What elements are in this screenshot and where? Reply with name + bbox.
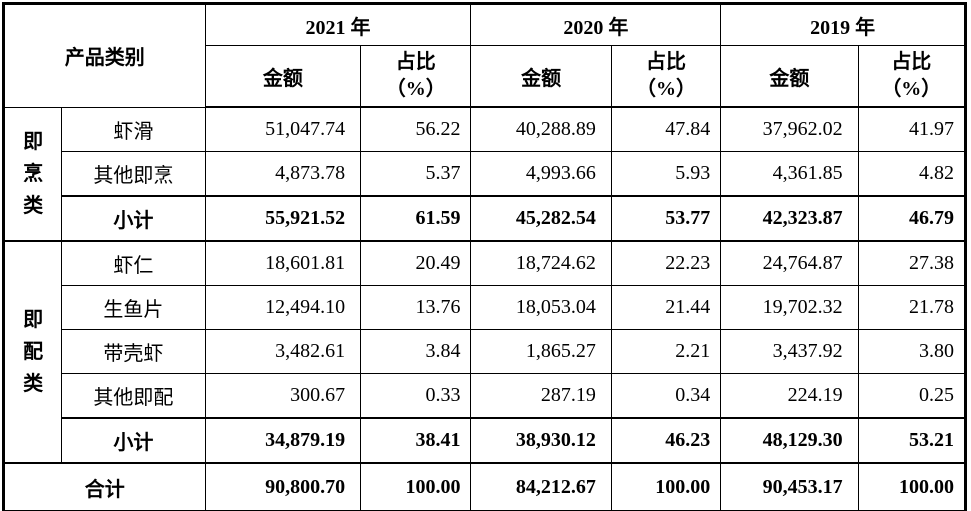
row-label-cell-total: 合计	[3, 462, 206, 511]
ratio-cell-2020: 22.23	[610, 240, 722, 286]
header-row-measures: 金额 占比 （%） 金额 占比 （%） 金额 占比 （%）	[4, 45, 967, 108]
row-label-cell: 其他即配	[61, 373, 206, 419]
amount-cell-2019: 48,129.30	[720, 417, 859, 464]
amount-cell-2019: 24,764.87	[720, 240, 859, 286]
amount-cell-2021: 3,482.61	[204, 329, 362, 374]
ratio-cell-2021: 20.49	[360, 240, 472, 286]
table-row-shelled-shrimp-meat: 即配类 虾仁 18,601.81 20.49 18,724.62 22.23 2…	[2, 240, 967, 464]
ratio-header-2021: 占比 （%）	[360, 45, 472, 108]
amount-cell-2021: 18,601.81	[204, 240, 362, 286]
amount-cell-2019: 224.19	[720, 373, 859, 419]
ratio-cell-2020: 46.23	[610, 417, 722, 464]
group-label-ready-to-cook: 即烹类	[23, 130, 44, 217]
row-label-cell: 虾滑	[61, 106, 206, 152]
table-row-other-ready-to-cook: 其他即烹 4,873.78 5.37 4,993.66 5.93 4,361.8…	[4, 151, 967, 197]
year-header-2021: 2021 年	[204, 3, 472, 46]
amount-header-2020: 金额	[470, 45, 612, 108]
ratio-cell-2020: 0.34	[610, 373, 722, 419]
row-label-cell: 生鱼片	[61, 285, 206, 330]
ratio-cell-2019: 100.00	[857, 462, 967, 511]
row-label-cell: 带壳虾	[61, 329, 206, 374]
amount-cell-2020: 4,993.66	[470, 151, 612, 197]
amount-cell-2021: 51,047.74	[204, 106, 362, 152]
amount-header-2021: 金额	[204, 45, 362, 108]
amount-cell-2019: 90,453.17	[720, 462, 859, 511]
ratio-cell-2021: 13.76	[360, 285, 472, 330]
ratio-cell-2020: 21.44	[610, 285, 722, 330]
ratio-cell-2021: 100.00	[360, 462, 472, 511]
ratio-cell-2019: 41.97	[857, 106, 967, 152]
amount-cell-2020: 84,212.67	[470, 462, 612, 511]
amount-cell-2019: 19,702.32	[720, 285, 859, 330]
ratio-cell-2021: 56.22	[360, 106, 472, 152]
ratio-cell-2021: 61.59	[360, 195, 472, 242]
amount-cell-2021: 300.67	[204, 373, 362, 419]
amount-cell-2020: 18,053.04	[470, 285, 612, 330]
year-header-2019: 2019 年	[720, 3, 966, 46]
amount-header-2019: 金额	[720, 45, 859, 108]
ratio-cell-2021: 5.37	[360, 151, 472, 197]
table-row-sashimi: 生鱼片 12,494.10 13.76 18,053.04 21.44 19,7…	[4, 285, 967, 330]
ratio-cell-2021: 3.84	[360, 329, 472, 374]
ratio-cell-2020: 2.21	[610, 329, 722, 374]
amount-cell-2021: 55,921.52	[204, 195, 362, 242]
ratio-cell-2019: 21.78	[857, 285, 967, 330]
table-row-grand-total: 合计 90,800.70 100.00 84,212.67 100.00 90,…	[3, 462, 967, 511]
ratio-cell-2020: 47.84	[610, 106, 722, 152]
ratio-cell-2019: 4.82	[857, 151, 967, 197]
ratio-header-2020: 占比 （%）	[610, 45, 722, 108]
table-row-subtotal-ready-to-cook: 小计 55,921.52 61.59 45,282.54 53.77 42,32…	[4, 195, 967, 242]
row-label-cell: 虾仁	[61, 240, 206, 286]
row-label-cell: 其他即烹	[61, 151, 206, 197]
table-row-shrimp-paste: 即烹类 虾滑 51,047.74 56.22 40,288.89 47.84 3…	[2, 106, 967, 242]
year-header-2020: 2020 年	[470, 3, 722, 46]
amount-cell-2020: 38,930.12	[470, 417, 612, 464]
ratio-cell-2019: 0.25	[857, 373, 967, 419]
table-row-other-ready-to-prepare: 其他即配 300.67 0.33 287.19 0.34 224.19 0.25	[4, 373, 967, 419]
amount-cell-2019: 3,437.92	[720, 329, 859, 374]
header-row-years: 产品类别 2021 年 2020 年 2019 年	[3, 3, 966, 108]
row-label-cell: 小计	[61, 417, 206, 464]
ratio-cell-2019: 27.38	[857, 240, 967, 286]
amount-cell-2019: 37,962.02	[720, 106, 859, 152]
group-cell-ready-to-prepare: 即配类	[2, 240, 63, 464]
table-row-shell-on-shrimp: 带壳虾 3,482.61 3.84 1,865.27 2.21 3,437.92…	[4, 329, 967, 374]
ratio-cell-2020: 5.93	[610, 151, 722, 197]
ratio-cell-2021: 0.33	[360, 373, 472, 419]
amount-cell-2020: 40,288.89	[470, 106, 612, 152]
amount-cell-2020: 287.19	[470, 373, 612, 419]
amount-cell-2021: 34,879.19	[204, 417, 362, 464]
amount-cell-2019: 42,323.87	[720, 195, 859, 242]
row-label-cell: 小计	[61, 195, 206, 242]
ratio-cell-2020: 100.00	[610, 462, 722, 511]
amount-cell-2021: 12,494.10	[204, 285, 362, 330]
amount-cell-2021: 90,800.70	[204, 462, 362, 511]
group-cell-ready-to-cook: 即烹类	[2, 106, 63, 242]
ratio-header-2019: 占比 （%）	[857, 45, 967, 108]
amount-cell-2020: 45,282.54	[470, 195, 612, 242]
amount-cell-2020: 1,865.27	[470, 329, 612, 374]
ratio-cell-2019: 46.79	[857, 195, 967, 242]
ratio-cell-2021: 38.41	[360, 417, 472, 464]
ratio-cell-2019: 53.21	[857, 417, 967, 464]
ratio-cell-2019: 3.80	[857, 329, 967, 374]
corner-header-product-category: 产品类别	[3, 3, 206, 108]
group-label-ready-to-prepare: 即配类	[23, 309, 44, 395]
amount-cell-2019: 4,361.85	[720, 151, 859, 197]
amount-cell-2021: 4,873.78	[204, 151, 362, 197]
amount-cell-2020: 18,724.62	[470, 240, 612, 286]
ratio-cell-2020: 53.77	[610, 195, 722, 242]
table-row-subtotal-ready-to-prepare: 小计 34,879.19 38.41 38,930.12 46.23 48,12…	[4, 417, 967, 464]
